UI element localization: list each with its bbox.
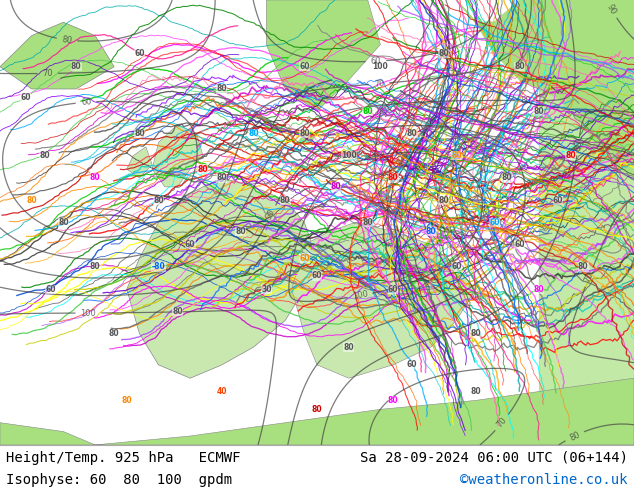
Text: 80: 80 <box>71 62 81 71</box>
Text: 80: 80 <box>534 285 544 294</box>
Text: 60: 60 <box>312 271 322 280</box>
Text: 80: 80 <box>217 84 227 94</box>
Text: -80: -80 <box>152 263 165 271</box>
Text: 80: 80 <box>122 396 132 405</box>
Text: 80: 80 <box>568 430 581 442</box>
Text: 60: 60 <box>451 263 462 271</box>
Text: 80: 80 <box>388 173 398 182</box>
Text: 80: 80 <box>299 129 309 138</box>
Text: 80: 80 <box>566 151 576 160</box>
Text: 60: 60 <box>489 218 500 227</box>
Text: 80: 80 <box>249 129 259 138</box>
Text: 70: 70 <box>373 79 385 89</box>
Text: 80: 80 <box>451 151 462 160</box>
Text: 80: 80 <box>134 129 145 138</box>
Text: 40: 40 <box>217 387 227 396</box>
Text: 80: 80 <box>172 307 183 316</box>
Polygon shape <box>292 222 476 378</box>
Text: 80: 80 <box>388 396 398 405</box>
Text: 80: 80 <box>331 182 341 192</box>
Text: 90: 90 <box>605 2 618 16</box>
Text: 70: 70 <box>495 416 509 430</box>
Polygon shape <box>539 0 634 445</box>
Text: 60: 60 <box>370 56 382 66</box>
Text: 80: 80 <box>363 218 373 227</box>
Text: 100: 100 <box>373 62 388 71</box>
Text: 80: 80 <box>573 140 583 151</box>
Text: 80: 80 <box>502 173 512 182</box>
Text: 60: 60 <box>388 285 398 294</box>
Text: 80: 80 <box>578 263 588 271</box>
Text: 80: 80 <box>515 62 525 71</box>
Text: 60: 60 <box>407 360 417 369</box>
Text: 80: 80 <box>426 227 436 236</box>
Text: 80: 80 <box>521 96 531 105</box>
Text: 80: 80 <box>344 343 354 351</box>
Text: 80: 80 <box>90 263 100 271</box>
Polygon shape <box>0 22 114 89</box>
Text: Height/Temp. 925 hPa   ECMWF: Height/Temp. 925 hPa ECMWF <box>6 450 241 465</box>
Text: 60: 60 <box>553 196 563 205</box>
Text: 80: 80 <box>39 151 49 160</box>
Text: 60: 60 <box>134 49 145 58</box>
Text: 70: 70 <box>42 69 53 78</box>
Text: 80: 80 <box>61 35 73 45</box>
Text: 80: 80 <box>407 129 417 138</box>
Polygon shape <box>127 147 152 178</box>
Text: 60: 60 <box>299 62 309 71</box>
Text: 80: 80 <box>363 107 373 116</box>
Text: 60: 60 <box>299 253 309 263</box>
Text: 80: 80 <box>534 107 544 116</box>
Text: 90: 90 <box>264 208 277 221</box>
Polygon shape <box>0 378 634 445</box>
Text: 80: 80 <box>58 218 68 227</box>
Text: 60: 60 <box>185 240 195 249</box>
Text: 80: 80 <box>439 49 449 58</box>
Text: Isophyse: 60  80  100  gpdm: Isophyse: 60 80 100 gpdm <box>6 473 233 487</box>
Text: 80: 80 <box>198 165 208 173</box>
Text: 80: 80 <box>470 329 481 338</box>
Polygon shape <box>127 178 317 378</box>
Polygon shape <box>152 124 203 187</box>
Text: 80: 80 <box>470 387 481 396</box>
Text: 100: 100 <box>341 151 356 160</box>
Text: 100: 100 <box>351 290 368 301</box>
Text: 100: 100 <box>81 309 96 318</box>
Text: 80: 80 <box>236 227 246 236</box>
Text: 80: 80 <box>153 196 164 205</box>
Text: 80: 80 <box>280 196 290 205</box>
Text: 60: 60 <box>81 98 92 107</box>
Text: 80: 80 <box>217 173 227 182</box>
Text: 30: 30 <box>261 285 271 294</box>
Text: 80: 80 <box>109 329 119 338</box>
Text: 60: 60 <box>46 285 56 294</box>
Text: 60: 60 <box>20 94 30 102</box>
Polygon shape <box>456 0 634 178</box>
Text: 70: 70 <box>583 270 595 284</box>
Polygon shape <box>266 0 380 111</box>
Polygon shape <box>298 133 317 143</box>
Text: 80: 80 <box>27 196 37 205</box>
Text: 80: 80 <box>312 405 322 414</box>
Text: 60: 60 <box>515 240 525 249</box>
Text: ©weatheronline.co.uk: ©weatheronline.co.uk <box>460 473 628 487</box>
Text: 80: 80 <box>439 196 449 205</box>
Text: Sa 28-09-2024 06:00 UTC (06+144): Sa 28-09-2024 06:00 UTC (06+144) <box>359 450 628 465</box>
Text: 80: 80 <box>90 173 100 182</box>
